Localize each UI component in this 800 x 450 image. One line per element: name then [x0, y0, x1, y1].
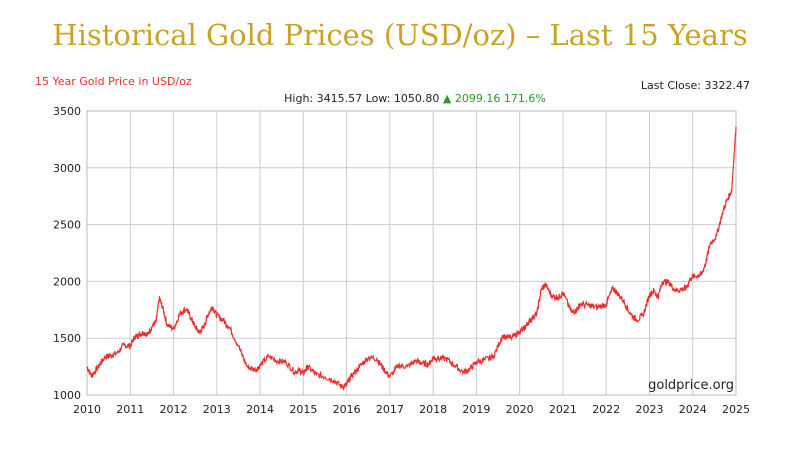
x-tick-label: 2025 — [722, 403, 750, 416]
last-close: Last Close: 3322.47 — [641, 79, 750, 92]
x-tick-label: 2012 — [160, 403, 188, 416]
x-tick-label: 2019 — [462, 403, 490, 416]
x-tick-label: 2015 — [289, 403, 317, 416]
x-tick-label: 2013 — [203, 403, 231, 416]
gold-price-line — [86, 126, 737, 391]
x-tick-label: 2011 — [116, 403, 144, 416]
low-label: Low: — [365, 92, 391, 105]
page-title: Historical Gold Prices (USD/oz) – Last 1… — [52, 18, 748, 52]
y-tick-label: 1000 — [53, 389, 81, 402]
y-axis: 1000 1500 2000 2500 3000 3500 — [53, 105, 81, 402]
y-tick-label: 2000 — [53, 275, 81, 288]
y-tick-label: 1500 — [53, 332, 81, 345]
x-tick-label: 2021 — [549, 403, 577, 416]
y-tick-label: 3500 — [53, 105, 81, 118]
x-tick-label: 2016 — [333, 403, 361, 416]
x-tick-label: 2022 — [592, 403, 620, 416]
chart-grid — [86, 110, 737, 396]
low-value: 1050.80 — [393, 92, 440, 105]
change-value: 2099.16 — [454, 92, 501, 105]
change-arrow-icon: ▲ — [442, 92, 452, 105]
y-tick-label: 3000 — [53, 162, 81, 175]
watermark: goldprice.org — [648, 378, 734, 393]
x-tick-label: 2014 — [246, 403, 274, 416]
plot-frame — [86, 110, 737, 396]
x-tick-label: 2020 — [506, 403, 534, 416]
high-label: High: — [284, 92, 314, 105]
price-stats: High: 3415.57 Low: 1050.80 ▲ 2099.16 171… — [0, 92, 800, 105]
x-tick-label: 2023 — [635, 403, 663, 416]
high-value: 3415.57 — [316, 92, 363, 105]
x-axis: 2010 2011 2012 2013 2014 2015 2016 2017 2018 2019… — [73, 403, 750, 416]
y-tick-label: 2500 — [53, 219, 81, 232]
change-percent: 171.6% — [503, 92, 546, 105]
x-tick-label: 2010 — [73, 403, 101, 416]
last-close-label: Last Close: — [640, 79, 701, 92]
x-tick-label: 2018 — [419, 403, 447, 416]
x-tick-label: 2017 — [376, 403, 404, 416]
chart-subtitle: 15 Year Gold Price in USD/oz — [35, 75, 192, 88]
x-tick-label: 2024 — [679, 403, 707, 416]
last-close-value: 3322.47 — [704, 79, 751, 92]
